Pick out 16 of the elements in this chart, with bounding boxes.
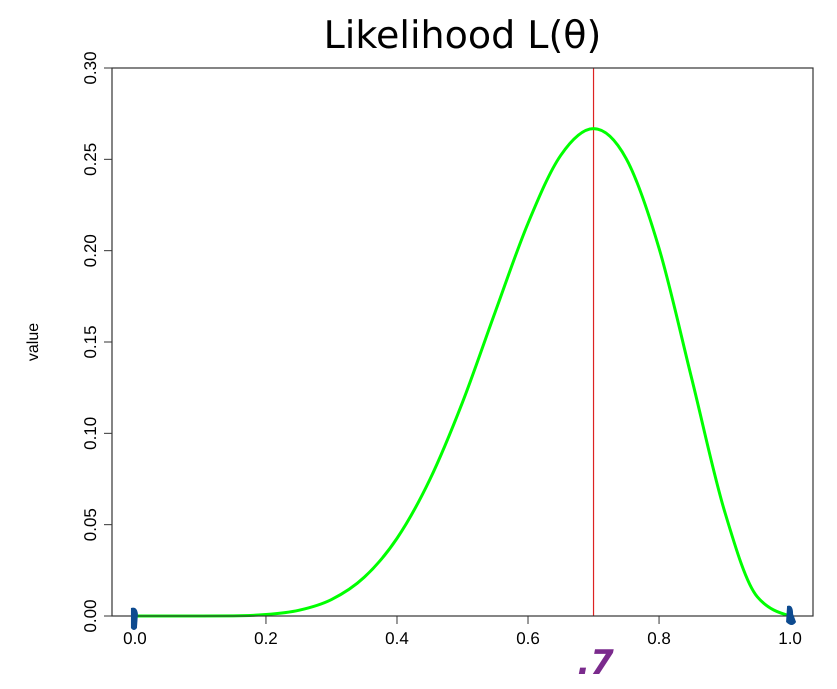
x-tick-label: 0.4 bbox=[385, 629, 409, 648]
y-tick-label: 0.00 bbox=[81, 599, 100, 633]
y-tick-label: 0.25 bbox=[81, 142, 100, 176]
y-axis-title: value bbox=[25, 322, 42, 362]
y-tick-label: 0.20 bbox=[81, 234, 100, 268]
chart-title: Likelihood L(θ) bbox=[324, 13, 602, 57]
x-tick-label: 0.2 bbox=[254, 629, 278, 648]
y-tick-label: 0.15 bbox=[81, 325, 100, 359]
x-tick-label: 0.8 bbox=[647, 629, 671, 648]
y-tick-label: 0.10 bbox=[81, 416, 100, 450]
y-tick-label: 0.30 bbox=[81, 51, 100, 85]
x-tick-label: 0.6 bbox=[516, 629, 540, 648]
x-tick-label: 0.0 bbox=[123, 629, 147, 648]
text: .7 bbox=[577, 643, 614, 683]
x-tick-label: 1.0 bbox=[778, 629, 802, 648]
y-tick-label: 0.05 bbox=[81, 508, 100, 542]
